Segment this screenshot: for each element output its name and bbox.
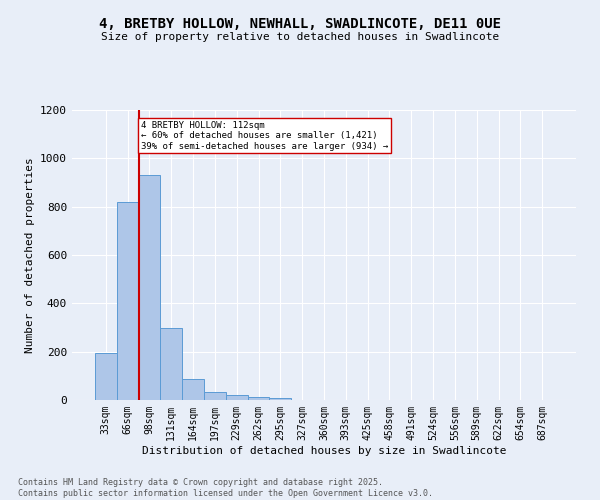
Bar <box>269 398 291 400</box>
Bar <box>248 397 269 400</box>
Text: 4, BRETBY HOLLOW, NEWHALL, SWADLINCOTE, DE11 0UE: 4, BRETBY HOLLOW, NEWHALL, SWADLINCOTE, … <box>99 18 501 32</box>
Bar <box>95 353 117 400</box>
Bar <box>226 395 248 400</box>
Bar <box>204 392 226 400</box>
Text: Contains HM Land Registry data © Crown copyright and database right 2025.
Contai: Contains HM Land Registry data © Crown c… <box>18 478 433 498</box>
Bar <box>182 380 204 400</box>
Text: Size of property relative to detached houses in Swadlincote: Size of property relative to detached ho… <box>101 32 499 42</box>
Bar <box>117 202 139 400</box>
Y-axis label: Number of detached properties: Number of detached properties <box>25 157 35 353</box>
X-axis label: Distribution of detached houses by size in Swadlincote: Distribution of detached houses by size … <box>142 446 506 456</box>
Text: 4 BRETBY HOLLOW: 112sqm
← 60% of detached houses are smaller (1,421)
39% of semi: 4 BRETBY HOLLOW: 112sqm ← 60% of detache… <box>141 121 388 150</box>
Bar <box>160 328 182 400</box>
Bar <box>139 176 160 400</box>
